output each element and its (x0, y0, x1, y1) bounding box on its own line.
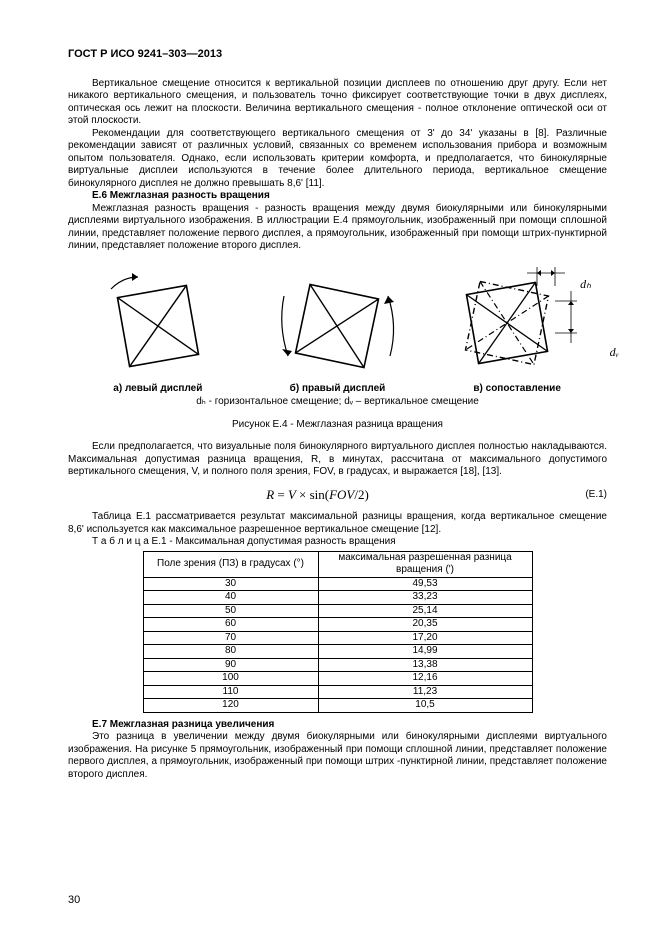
table-cell: 20,35 (318, 618, 532, 632)
table-cell: 30 (143, 577, 318, 591)
table-cell: 17,20 (318, 631, 532, 645)
figure-e4: а) левый дисплей б) правый дисплей в) со… (68, 261, 607, 432)
table-row: 8014,99 (143, 645, 532, 659)
table-cell: 10,5 (318, 699, 532, 713)
table-row: 4033,23 (143, 591, 532, 605)
figure-e4-a (83, 271, 233, 381)
equation-number: (Е.1) (567, 489, 607, 502)
figure-caption-a: а) левый дисплей (83, 383, 233, 396)
paragraph: Рекомендации для соответствующего вертик… (68, 128, 607, 191)
table-header: максимальная разрешенная разница вращени… (318, 551, 532, 577)
table-row: 7017,20 (143, 631, 532, 645)
table-cell: 60 (143, 618, 318, 632)
table-cell: 40 (143, 591, 318, 605)
table-cell: 80 (143, 645, 318, 659)
table-caption: Т а б л и ц а Е.1 - Максимальная допусти… (68, 536, 607, 549)
table-row: 11011,23 (143, 685, 532, 699)
table-cell: 100 (143, 672, 318, 686)
table-row: 5025,14 (143, 604, 532, 618)
table-cell: 33,23 (318, 591, 532, 605)
page-number: 30 (68, 894, 80, 908)
dv-label: dᵥ (610, 345, 619, 360)
table-cell: 90 (143, 658, 318, 672)
paragraph: Вертикальное смещение относится к вертик… (68, 78, 607, 128)
equation-e1: R = V × sin(FOV/2) (Е.1) (68, 487, 607, 503)
table-cell: 70 (143, 631, 318, 645)
doc-header: ГОСТ Р ИСО 9241–303—2013 (68, 48, 607, 62)
figure-caption-b: б) правый дисплей (262, 383, 412, 396)
table-cell: 14,99 (318, 645, 532, 659)
table-row: 3049,53 (143, 577, 532, 591)
page: ГОСТ Р ИСО 9241–303—2013 Вертикальное см… (0, 0, 661, 936)
table-row: 9013,38 (143, 658, 532, 672)
paragraph: Это разница в увеличении между двумя био… (68, 731, 607, 781)
table-cell: 13,38 (318, 658, 532, 672)
table-header: Поле зрения (ПЗ) в градусах (°) (143, 551, 318, 577)
table-cell: 12,16 (318, 672, 532, 686)
table-row: 6020,35 (143, 618, 532, 632)
section-e6-title: Е.6 Межглазная разность вращения (68, 190, 607, 203)
figure-e4-c (442, 261, 592, 381)
table-e1: Поле зрения (ПЗ) в градусах (°) максимал… (143, 551, 533, 713)
dh-label: dₕ (580, 277, 591, 292)
table-cell: 11,23 (318, 685, 532, 699)
section-e7-title: Е.7 Межглазная разница увеличения (68, 719, 607, 732)
table-cell: 49,53 (318, 577, 532, 591)
figure-e4-b (262, 271, 412, 381)
paragraph: Таблица Е.1 рассматривается результат ма… (68, 511, 607, 536)
table-row: 12010,5 (143, 699, 532, 713)
figure-title: Рисунок Е.4 - Межглазная разница вращени… (68, 419, 607, 432)
table-cell: 110 (143, 685, 318, 699)
figure-caption-c: в) сопоставление (442, 383, 592, 396)
table-row: 10012,16 (143, 672, 532, 686)
equation-text: R = V × sin(FOV/2) (68, 487, 567, 503)
table-cell: 120 (143, 699, 318, 713)
table-cell: 50 (143, 604, 318, 618)
table-cell: 25,14 (318, 604, 532, 618)
paragraph: Если предполагается, что визуальные поля… (68, 441, 607, 479)
figure-sub: dₕ - горизонтальное смещение; dᵥ – верти… (68, 396, 607, 409)
paragraph: Межглазная разность вращения - разность … (68, 203, 607, 253)
